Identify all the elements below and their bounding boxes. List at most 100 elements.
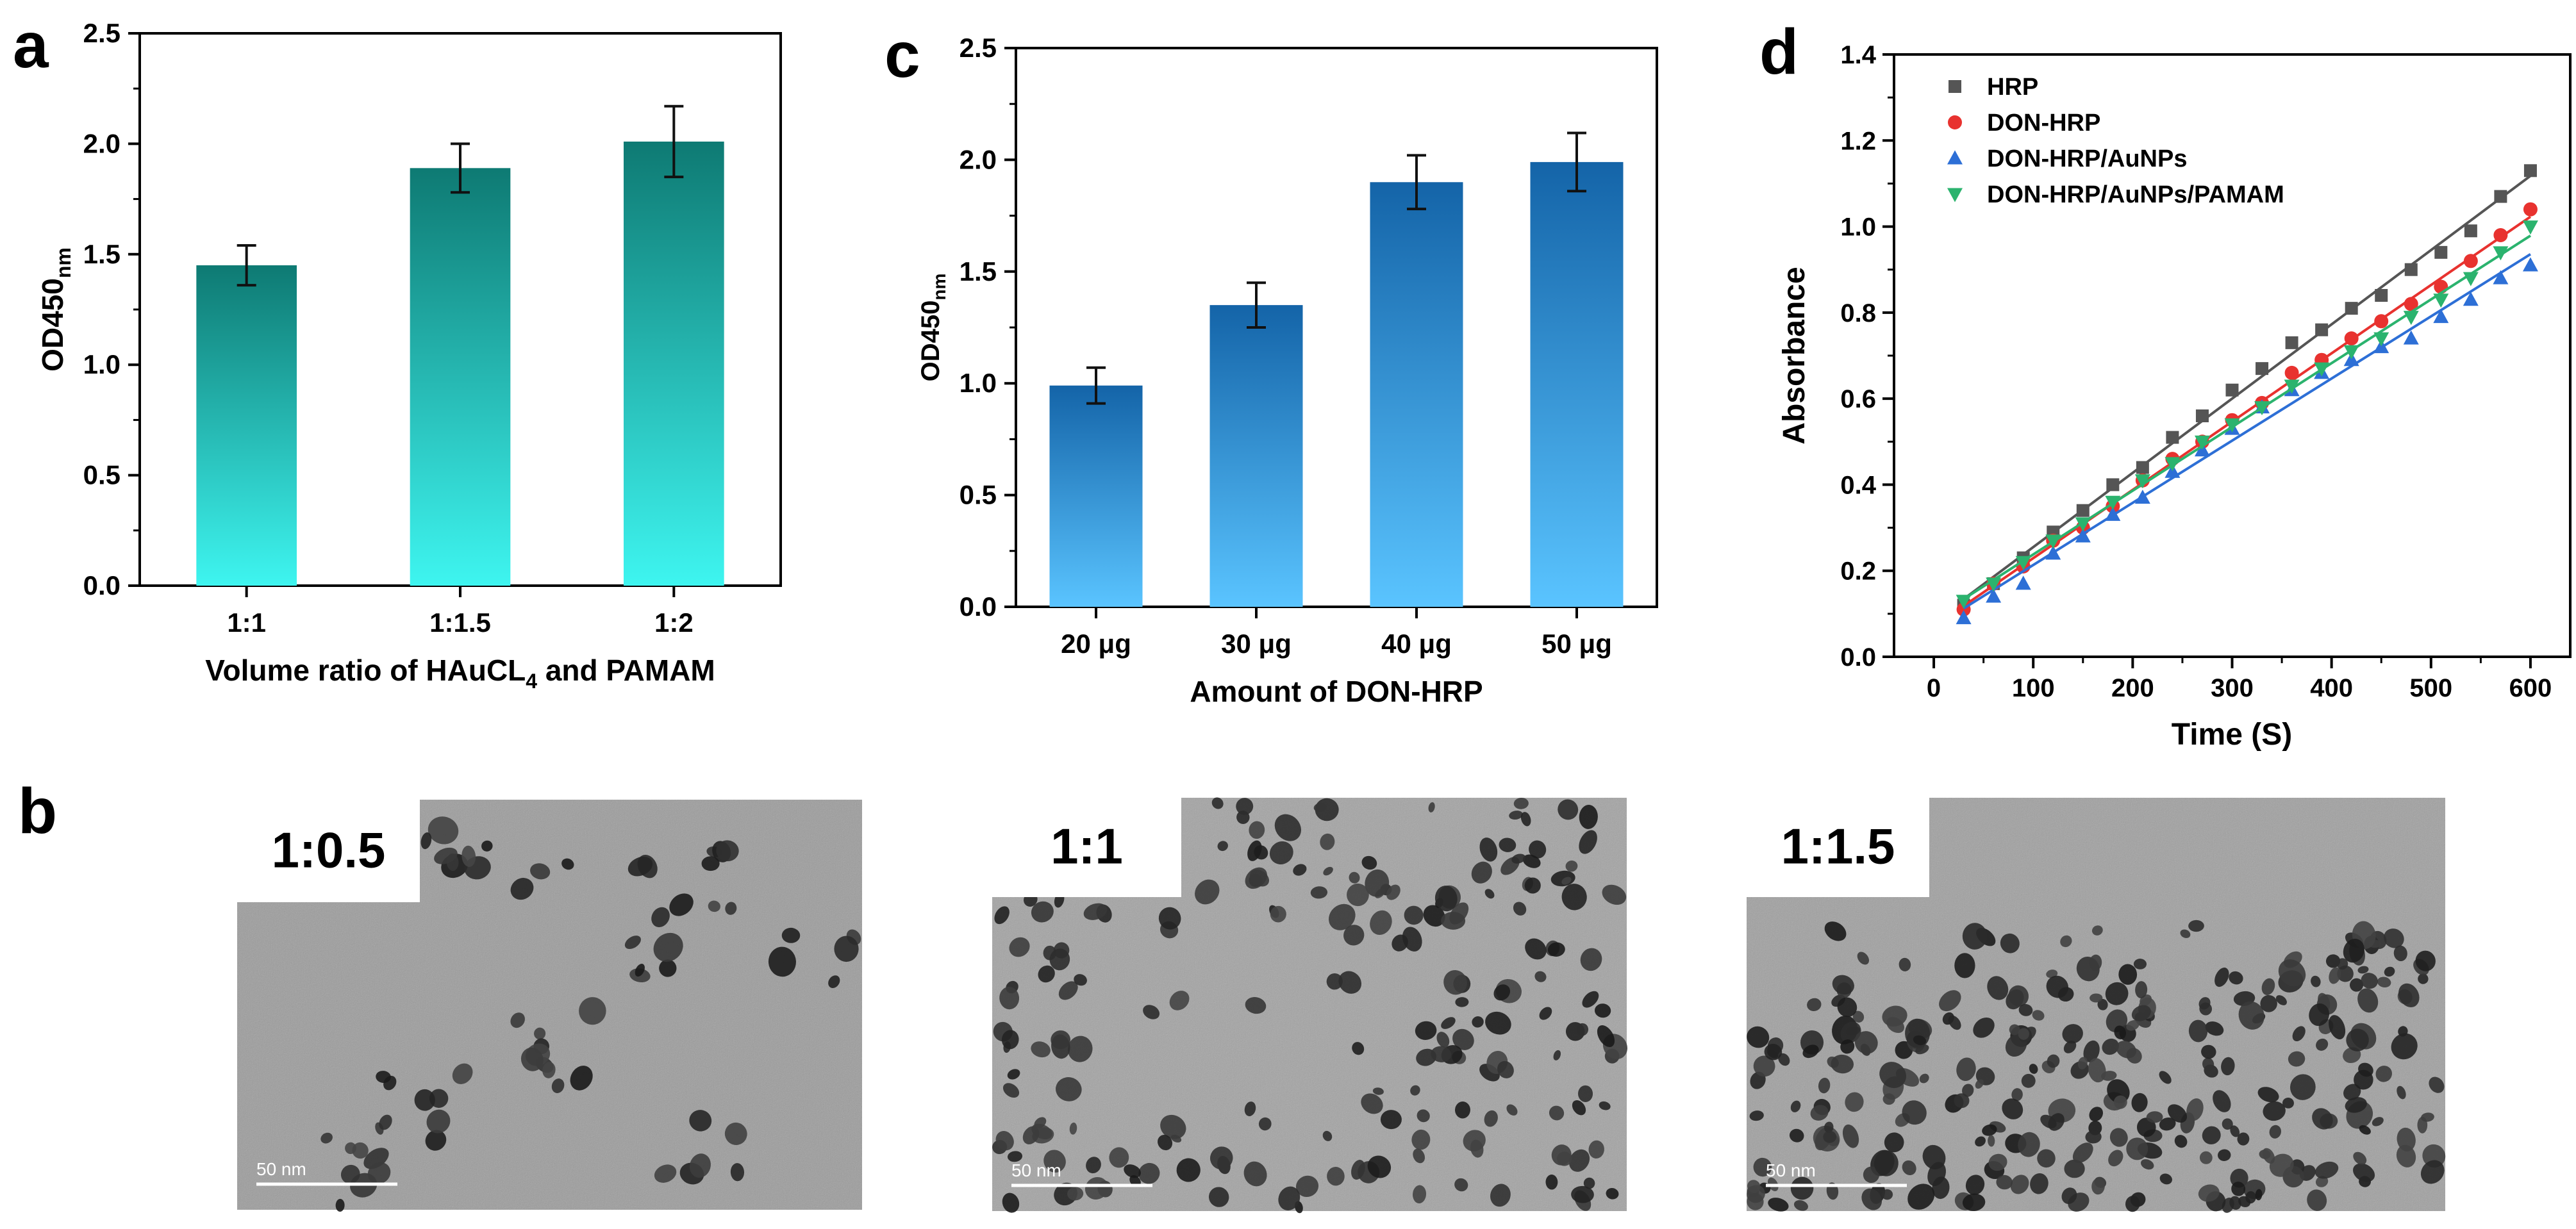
nanoparticle — [1753, 1157, 1772, 1177]
nanoparticle — [2289, 1074, 2316, 1100]
nanoparticle — [1084, 1176, 1109, 1200]
nanoparticle — [1948, 1015, 1961, 1030]
nanoparticle — [2091, 1178, 2105, 1195]
nanoparticle — [659, 959, 677, 977]
data-point — [2433, 293, 2449, 308]
legend-label: DON-HRP/AuNPs — [1987, 145, 2187, 172]
nanoparticle — [1413, 1185, 1427, 1204]
nanoparticle — [551, 1078, 565, 1093]
tem-image-1: 1:0.5 50 nm — [237, 800, 862, 1212]
y-tick-label: 0.0 — [1840, 643, 1876, 672]
nanoparticle — [2215, 968, 2229, 987]
nanoparticle — [1988, 1135, 1995, 1147]
nanoparticle — [701, 856, 720, 871]
nanoparticle — [689, 1153, 711, 1178]
nanoparticle — [1863, 1166, 1880, 1184]
data-point — [2134, 474, 2150, 489]
nanoparticle — [654, 1164, 677, 1183]
nanoparticle — [2315, 1176, 2329, 1187]
nanoparticle — [2309, 1003, 2330, 1027]
nanoparticle — [2221, 1057, 2235, 1076]
nanoparticle — [1074, 974, 1087, 986]
nanoparticle — [579, 997, 606, 1025]
legend-label: DON-HRP — [1987, 110, 2100, 136]
y-tick-label: 0.6 — [1840, 385, 1876, 413]
nanoparticle — [2199, 1151, 2213, 1164]
nanoparticle — [2346, 1028, 2369, 1052]
nanoparticle — [1413, 1148, 1425, 1164]
data-point — [2403, 330, 2419, 345]
nanoparticle — [425, 1130, 447, 1151]
nanoparticle — [2391, 1033, 2418, 1060]
nanoparticle — [2032, 1010, 2045, 1021]
nanoparticle — [2229, 1196, 2241, 1210]
nanoparticle — [1899, 957, 1911, 971]
nanoparticle — [1236, 798, 1254, 815]
nanoparticle — [426, 1109, 451, 1134]
nanoparticle — [1553, 1050, 1561, 1060]
nanoparticle — [1002, 1083, 1020, 1098]
bar — [196, 265, 297, 586]
nanoparticle — [2269, 1153, 2294, 1177]
nanoparticle — [2357, 966, 2369, 974]
nanoparticle — [1982, 1124, 1997, 1136]
nanoparticle — [1988, 1153, 2007, 1171]
nanoparticle — [1417, 1109, 1430, 1123]
nanoparticle — [1561, 877, 1572, 885]
nanoparticle — [2353, 1163, 2375, 1182]
data-point — [1986, 588, 2002, 603]
tem-particles — [320, 816, 861, 1212]
nanoparticle — [2238, 1001, 2264, 1030]
nanoparticle — [1441, 1017, 1456, 1029]
nanoparticle — [1209, 1146, 1233, 1170]
nanoparticle — [1879, 1062, 1906, 1089]
y-tick-label: 0.0 — [960, 591, 997, 622]
nanoparticle — [1326, 973, 1343, 990]
nanoparticle — [2205, 1021, 2224, 1036]
nanoparticle — [1069, 1122, 1077, 1135]
nanoparticle — [1561, 884, 1587, 911]
nanoparticle — [2282, 1097, 2294, 1109]
data-point — [2493, 228, 2508, 242]
panel-letter-a: a — [13, 10, 49, 81]
nanoparticle — [534, 1027, 546, 1040]
nanoparticle — [2269, 1125, 2281, 1139]
nanoparticle — [2325, 954, 2341, 968]
data-point — [2194, 435, 2210, 450]
nanoparticle — [1606, 1188, 1619, 1200]
data-point — [2166, 431, 2179, 444]
nanoparticle — [1361, 855, 1377, 870]
nanoparticle — [542, 1062, 556, 1078]
nanoparticle — [1810, 1105, 1829, 1121]
bar — [1049, 385, 1143, 607]
nanoparticle — [2329, 1015, 2346, 1040]
data-point — [2314, 362, 2330, 377]
chart-a-ylabel-sub: nm — [52, 247, 75, 278]
chart-d-legend: HRP DON-HRP DON-HRP/AuNPs DON-HRP/AuNPs/PAM… — [1947, 74, 2284, 208]
nanoparticle — [725, 902, 737, 915]
nanoparticle — [724, 1122, 747, 1145]
nanoparticle — [1577, 1085, 1593, 1102]
nanoparticle — [1250, 869, 1270, 887]
chart-panel-d: 0 100 200 300 400 500 600 0.0 0.2 0.4 0.6 0.8 1.0 1.2… — [1777, 41, 2572, 752]
data-point — [2075, 528, 2091, 543]
nanoparticle — [1254, 845, 1268, 860]
nanoparticle — [510, 1012, 525, 1028]
nanoparticle — [834, 936, 859, 962]
nanoparticle — [1599, 1101, 1611, 1110]
nanoparticle — [2343, 1084, 2361, 1101]
data-point — [2076, 504, 2090, 517]
nanoparticle — [1370, 910, 1392, 936]
nanoparticle — [1490, 1184, 1511, 1207]
nanoparticle — [1824, 1121, 1834, 1133]
nanoparticle — [1881, 1189, 1893, 1200]
nanoparticle — [2064, 1159, 2085, 1178]
data-point — [2344, 331, 2359, 346]
nanoparticle — [2202, 1057, 2215, 1071]
nanoparticle — [1832, 975, 1854, 995]
data-point — [2343, 345, 2359, 359]
nanoparticle — [1975, 1136, 1986, 1147]
nanoparticle — [2141, 1159, 2154, 1170]
panel-letter-c: c — [885, 19, 920, 91]
nanoparticle — [1576, 1023, 1589, 1036]
